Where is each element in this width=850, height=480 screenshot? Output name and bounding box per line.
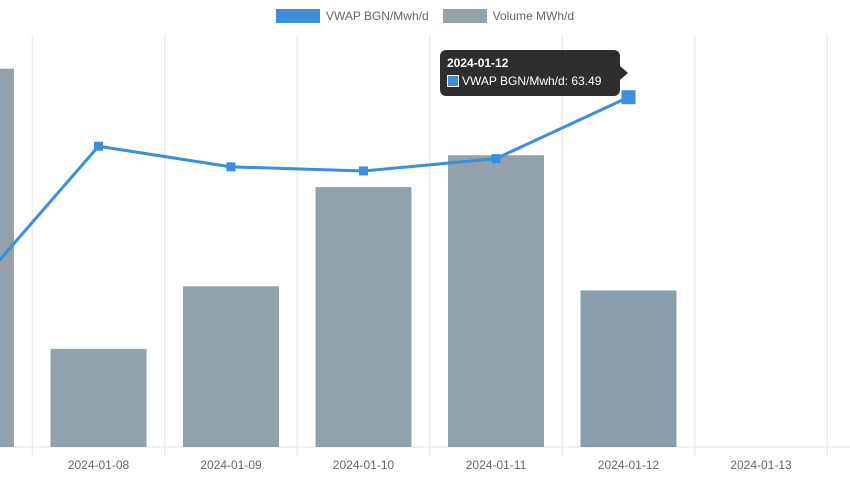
x-tick-label: 2024-01-08: [68, 458, 130, 472]
point-vwap-2024-01-09: [226, 162, 236, 172]
bar-volume-2024-01-07: [0, 68, 14, 447]
legend-swatch-volume: [442, 9, 487, 23]
legend-swatch-vwap: [275, 9, 320, 23]
x-tick-label: 2024-01-11: [466, 458, 527, 472]
tooltip-swatch: [447, 75, 459, 87]
line-vwap: [0, 95, 630, 262]
x-tick-label: 2024-01-09: [200, 458, 262, 472]
x-tick-label: 2024-01-13: [730, 458, 792, 472]
bar-volume-2024-01-12: [580, 290, 677, 447]
tooltip-row: VWAP BGN/Mwh/d: 63.49: [447, 74, 613, 88]
x-tick-label: 2024-01-12: [598, 458, 660, 472]
bar-volume-2024-01-11: [448, 155, 544, 447]
tooltip-label: VWAP BGN/Mwh/d: 63.49: [462, 74, 602, 88]
legend-label-volume: Volume MWh/d: [492, 9, 575, 23]
tooltip: 2024-01-12 VWAP BGN/Mwh/d: 63.49: [440, 50, 620, 96]
legend-item-vwap[interactable]: VWAP BGN/Mwh/d: [275, 9, 429, 23]
point-vwap-2024-01-08: [94, 141, 103, 151]
legend: VWAP BGN/Mwh/d Volume MWh/d: [0, 6, 850, 26]
legend-item-volume[interactable]: Volume MWh/d: [442, 9, 575, 23]
point-vwap-2024-01-12: [621, 90, 636, 105]
bar-volume-2024-01-08: [50, 348, 147, 447]
tooltip-title: 2024-01-12: [447, 56, 509, 70]
tooltip-caret: [620, 66, 628, 80]
x-tick-label: 2024-01-10: [333, 458, 395, 472]
bar-volume-2024-01-10: [315, 187, 412, 447]
legend-label-vwap: VWAP BGN/Mwh/d: [325, 9, 429, 23]
point-vwap-2024-01-11: [491, 154, 501, 164]
bar-volume-2024-01-09: [183, 286, 279, 447]
point-vwap-2024-01-10: [359, 166, 368, 176]
